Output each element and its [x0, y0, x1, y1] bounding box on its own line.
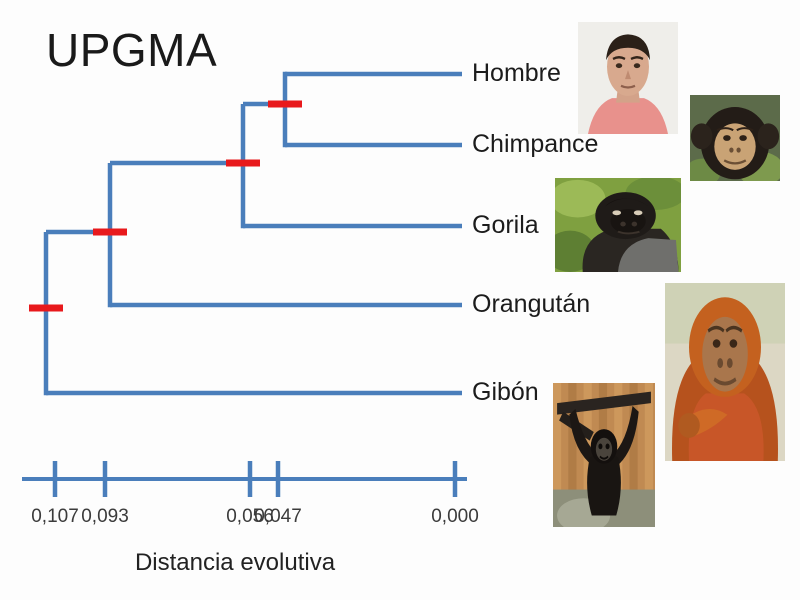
axis-tick-label-2: 0,056 — [226, 506, 274, 527]
leaf-label-gorila: Gorila — [472, 211, 539, 239]
tree-node-markers — [29, 100, 302, 312]
node-marker-n-hcg-orangutan — [93, 228, 127, 236]
gorila-photo — [555, 178, 681, 272]
axis-tick-label-1: 0,093 — [81, 506, 129, 527]
page-title: UPGMA — [46, 24, 218, 76]
node-marker-n-hombre-chimpance — [268, 100, 302, 108]
chimpance-photo — [690, 95, 780, 181]
axis-tick-label-4: 0,000 — [431, 506, 479, 527]
gibon-photo — [553, 383, 655, 527]
axis-tick-label-0: 0,107 — [31, 506, 79, 527]
axis-tick-label-3: 0,047 — [254, 506, 302, 527]
leaf-label-orangutn: Orangután — [472, 290, 591, 318]
orangutan-photo — [665, 283, 785, 461]
node-marker-n-root — [29, 304, 63, 312]
leaf-label-hombre: Hombre — [472, 59, 561, 87]
hombre-photo — [578, 22, 678, 134]
axis-caption: Distancia evolutiva — [134, 549, 336, 576]
leaf-label-gibn: Gibón — [472, 378, 539, 406]
tree-branches — [43, 71, 462, 396]
distance-axis — [22, 461, 467, 497]
node-marker-n-hc-gorila — [226, 159, 260, 167]
leaf-label-chimpance: Chimpance — [472, 130, 599, 158]
